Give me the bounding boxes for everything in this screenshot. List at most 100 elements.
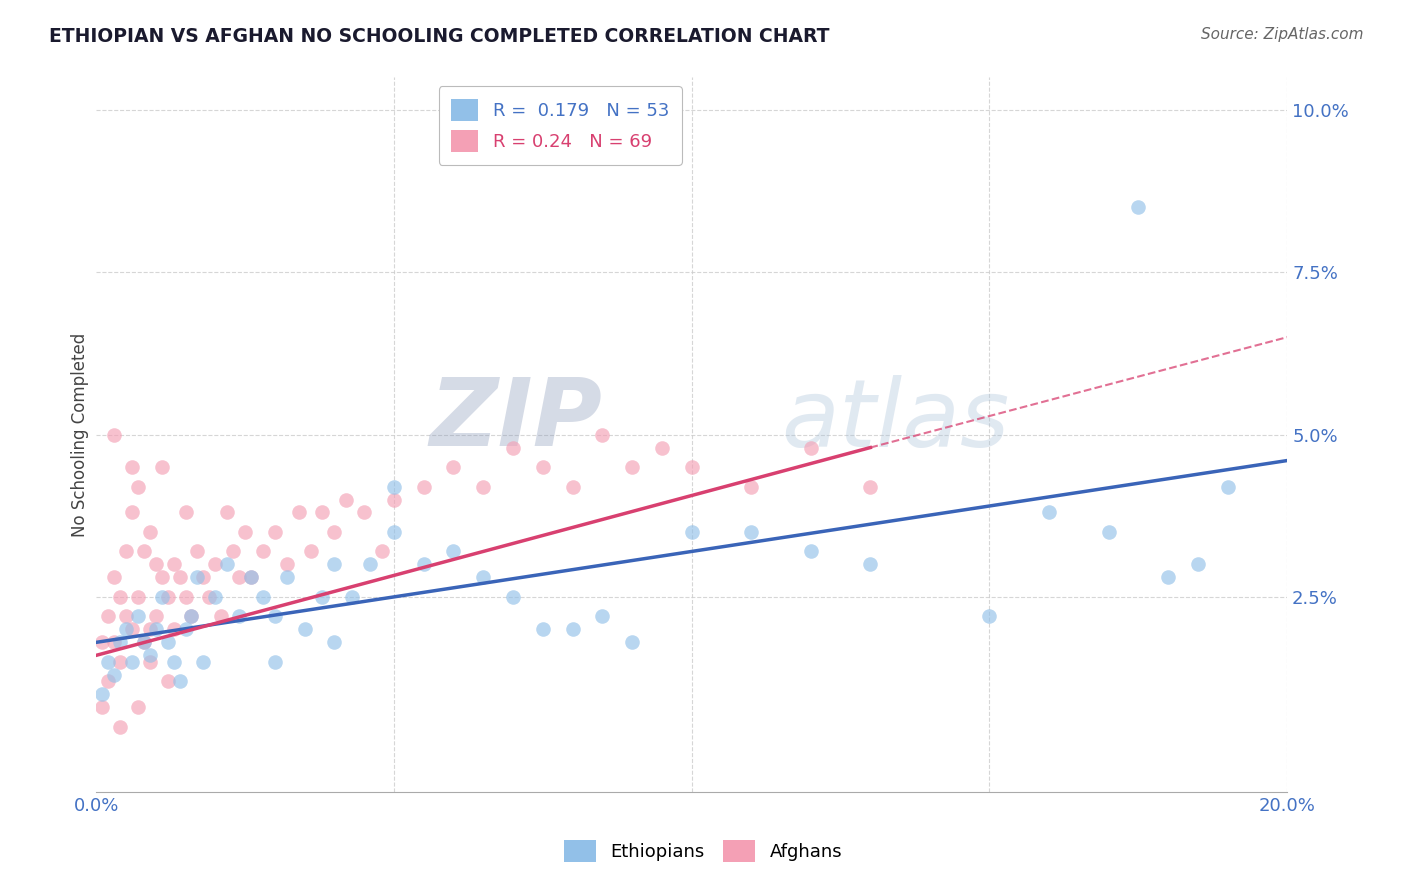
Point	[103, 635, 125, 649]
Point	[1157, 570, 1180, 584]
Point	[443, 544, 465, 558]
Point	[193, 655, 215, 669]
Point	[651, 441, 673, 455]
Point	[228, 570, 250, 584]
Point	[472, 570, 495, 584]
Text: ZIP: ZIP	[429, 375, 602, 467]
Point	[139, 655, 162, 669]
Point	[412, 479, 434, 493]
Point	[103, 668, 125, 682]
Point	[204, 590, 226, 604]
Point	[800, 544, 823, 558]
Point	[287, 506, 309, 520]
Point	[531, 460, 554, 475]
Point	[299, 544, 322, 558]
Point	[121, 623, 143, 637]
Point	[103, 427, 125, 442]
Point	[621, 635, 644, 649]
Point	[263, 524, 285, 539]
Point	[323, 558, 346, 572]
Point	[132, 635, 155, 649]
Point	[162, 558, 184, 572]
Point	[127, 590, 149, 604]
Point	[323, 635, 346, 649]
Point	[91, 635, 114, 649]
Point	[150, 590, 173, 604]
Point	[156, 590, 179, 604]
Point	[311, 506, 333, 520]
Point	[169, 570, 191, 584]
Point	[502, 441, 524, 455]
Point	[311, 590, 333, 604]
Point	[859, 558, 882, 572]
Text: atlas: atlas	[780, 375, 1010, 466]
Point	[359, 558, 381, 572]
Point	[150, 570, 173, 584]
Point	[174, 506, 197, 520]
Point	[681, 524, 703, 539]
Point	[591, 427, 613, 442]
Point	[150, 460, 173, 475]
Point	[156, 635, 179, 649]
Point	[252, 544, 274, 558]
Point	[121, 655, 143, 669]
Point	[276, 570, 298, 584]
Point	[1038, 506, 1060, 520]
Point	[145, 558, 167, 572]
Point	[139, 648, 162, 663]
Point	[186, 570, 208, 584]
Point	[97, 674, 120, 689]
Point	[217, 558, 239, 572]
Point	[115, 609, 138, 624]
Point	[97, 609, 120, 624]
Point	[263, 609, 285, 624]
Point	[412, 558, 434, 572]
Point	[591, 609, 613, 624]
Point	[121, 506, 143, 520]
Point	[353, 506, 375, 520]
Point	[294, 623, 316, 637]
Point	[180, 609, 202, 624]
Point	[204, 558, 226, 572]
Point	[382, 492, 405, 507]
Point	[561, 623, 583, 637]
Point	[502, 590, 524, 604]
Text: Source: ZipAtlas.com: Source: ZipAtlas.com	[1201, 27, 1364, 42]
Point	[371, 544, 394, 558]
Point	[681, 460, 703, 475]
Point	[91, 687, 114, 701]
Point	[127, 479, 149, 493]
Point	[443, 460, 465, 475]
Point	[180, 609, 202, 624]
Point	[217, 506, 239, 520]
Point	[91, 700, 114, 714]
Point	[162, 655, 184, 669]
Point	[108, 655, 131, 669]
Point	[240, 570, 263, 584]
Point	[382, 479, 405, 493]
Point	[145, 623, 167, 637]
Point	[1216, 479, 1239, 493]
Point	[103, 570, 125, 584]
Point	[1187, 558, 1209, 572]
Point	[193, 570, 215, 584]
Point	[252, 590, 274, 604]
Point	[115, 544, 138, 558]
Legend: R =  0.179   N = 53, R = 0.24   N = 69: R = 0.179 N = 53, R = 0.24 N = 69	[439, 87, 682, 165]
Point	[382, 524, 405, 539]
Point	[342, 590, 364, 604]
Point	[209, 609, 232, 624]
Point	[97, 655, 120, 669]
Point	[108, 635, 131, 649]
Point	[186, 544, 208, 558]
Point	[276, 558, 298, 572]
Point	[263, 655, 285, 669]
Point	[531, 623, 554, 637]
Point	[228, 609, 250, 624]
Point	[145, 609, 167, 624]
Point	[323, 524, 346, 539]
Point	[198, 590, 221, 604]
Y-axis label: No Schooling Completed: No Schooling Completed	[72, 333, 89, 537]
Point	[800, 441, 823, 455]
Point	[561, 479, 583, 493]
